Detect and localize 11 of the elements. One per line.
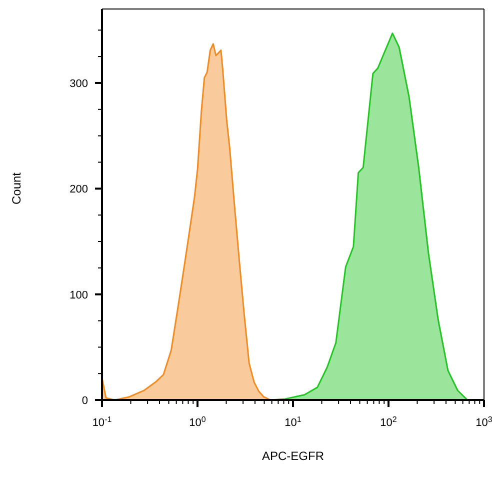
y-tick-label: 200	[70, 184, 88, 196]
x-tick-label: 10$^{0}$	[189, 414, 206, 429]
y-tick-label: 300	[70, 78, 88, 90]
x-tick-label: 10$^{1}$	[284, 414, 302, 429]
x-tick-label: 10$^{-1}$	[92, 414, 112, 429]
y-tick-label: 100	[70, 289, 88, 302]
x-tick-label: 10$^{3}$	[476, 414, 493, 429]
y-axis-title: Count	[9, 172, 24, 204]
x-axis-title: APC-EGFR	[262, 449, 324, 463]
y-tick-label: 0	[82, 395, 88, 407]
x-tick-label: 10$^{2}$	[380, 414, 398, 429]
